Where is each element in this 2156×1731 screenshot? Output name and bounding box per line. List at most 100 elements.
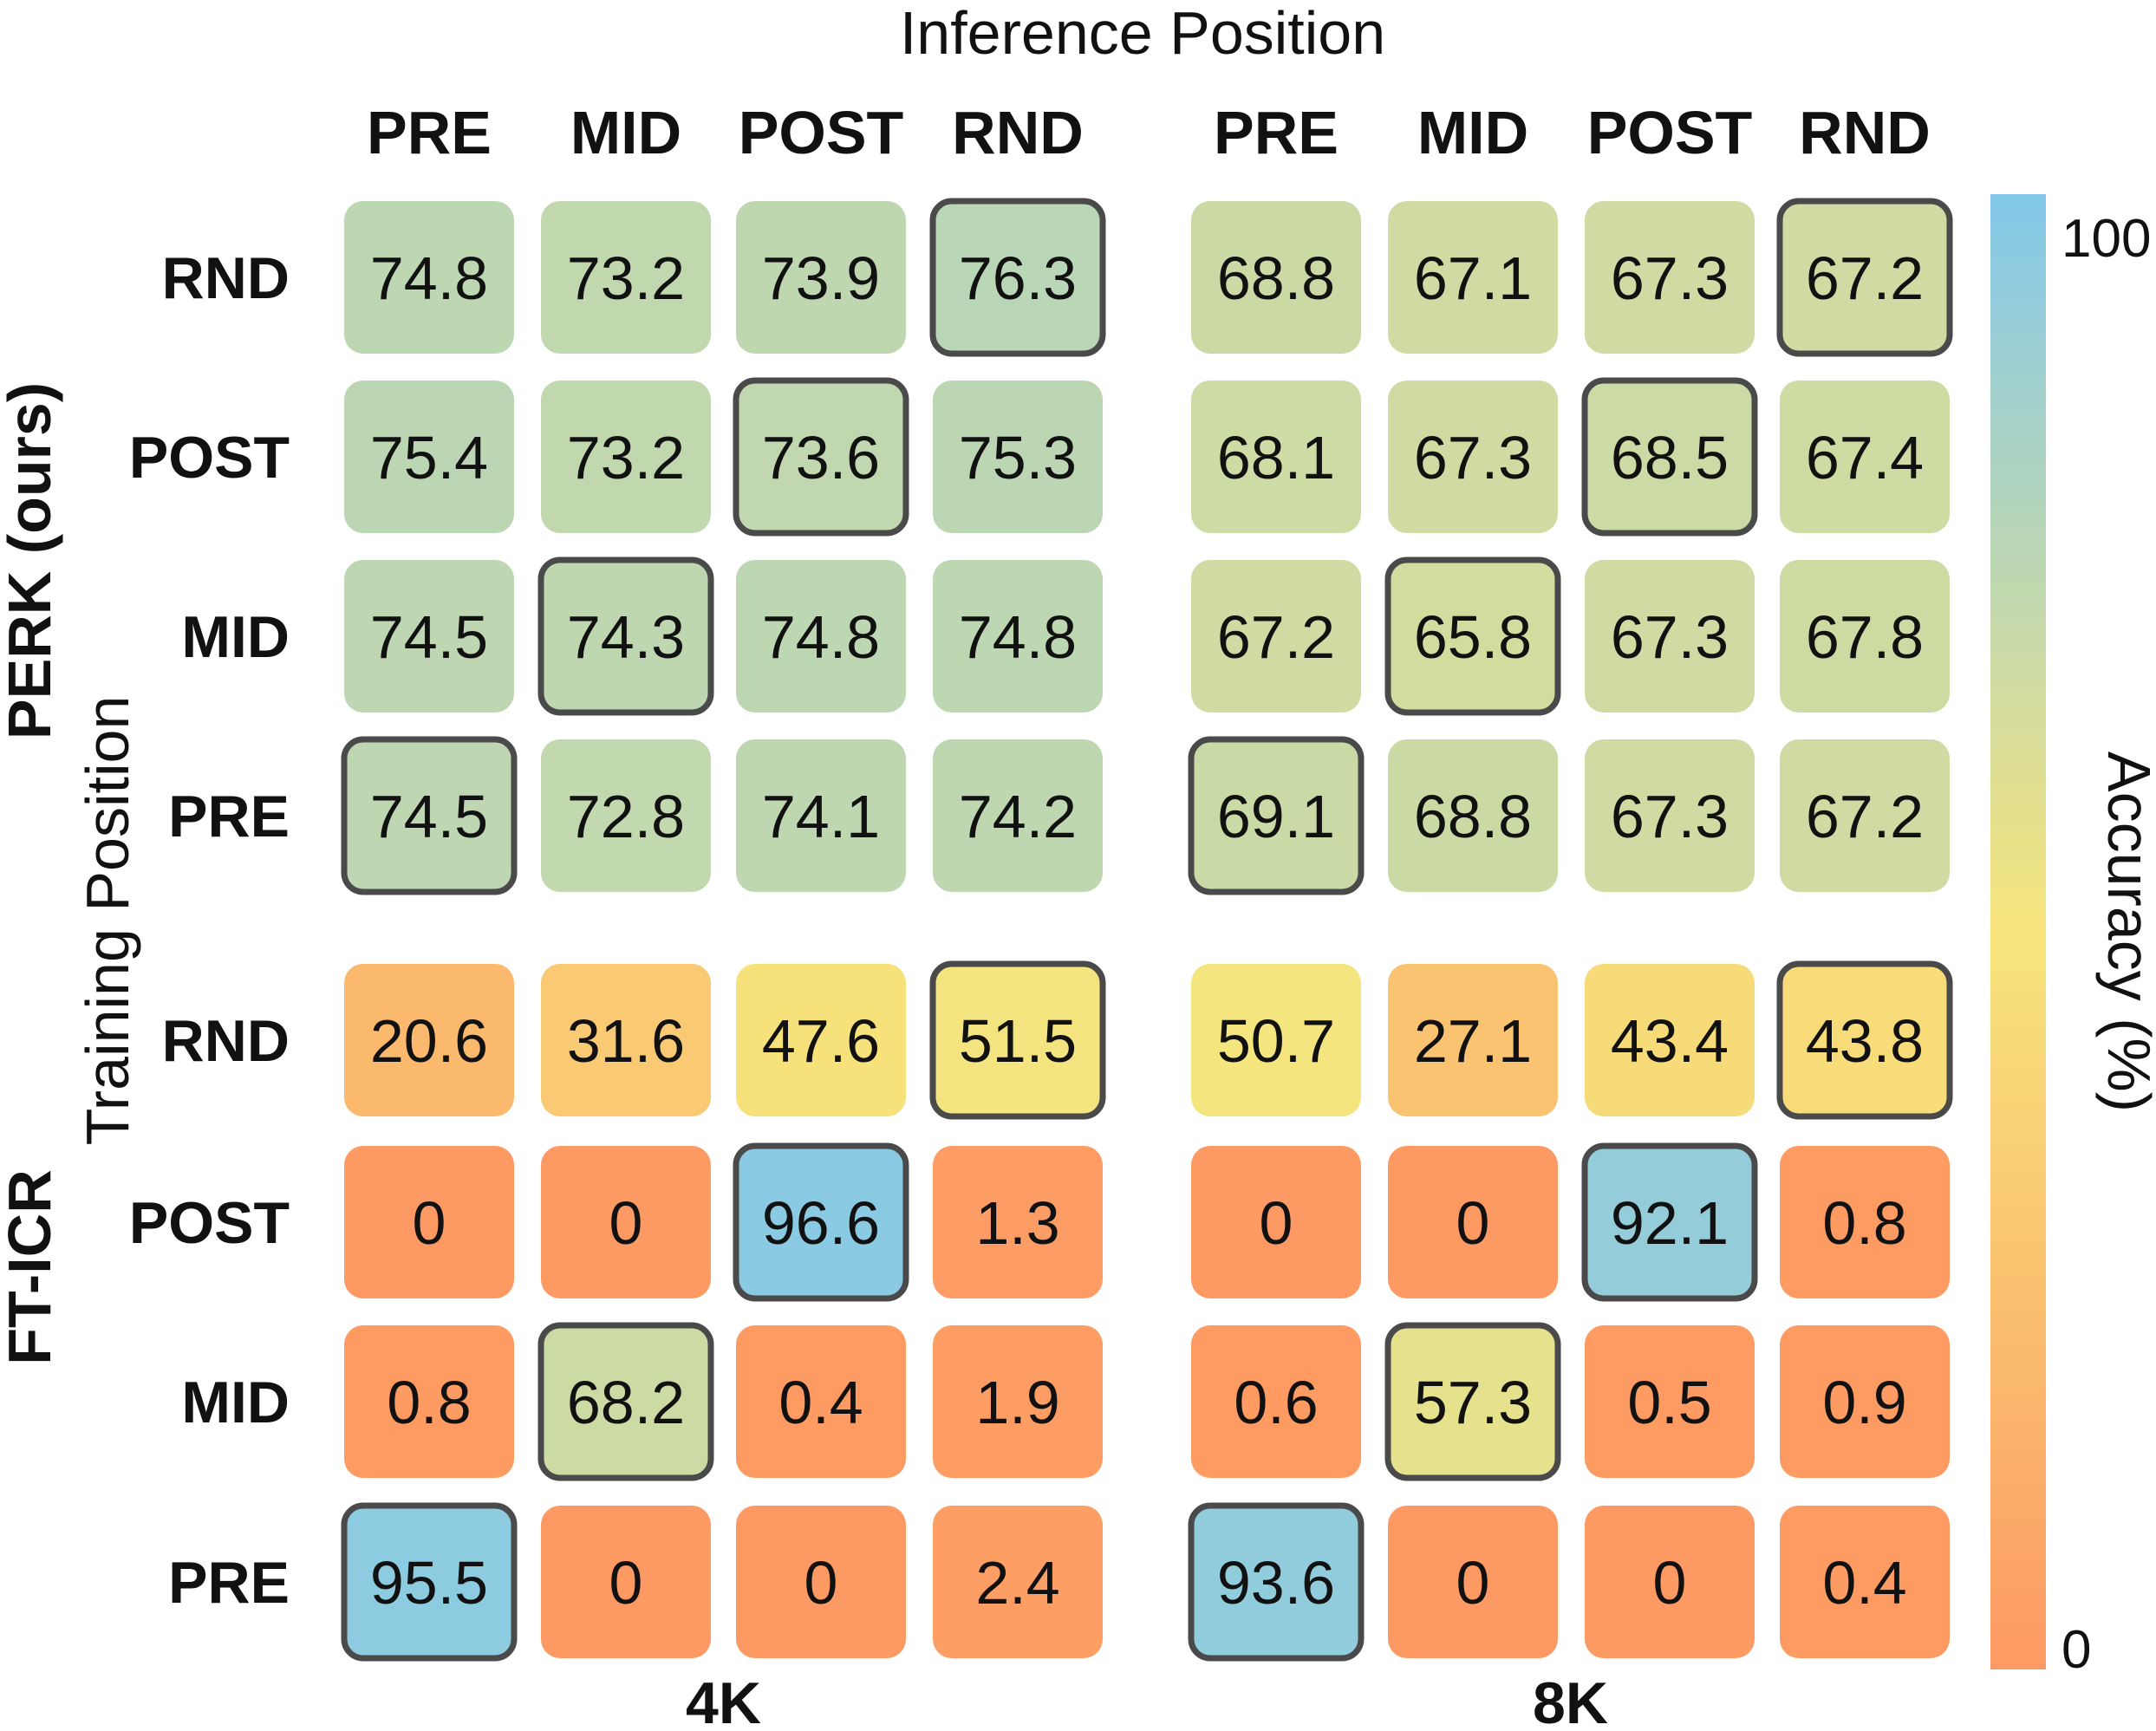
heatmap-cell-perk-ours-pre-4k-rnd — [933, 739, 1103, 892]
heatmap-cell-ft-icr-pre-8k-rnd — [1780, 1506, 1950, 1658]
column-header-4k-pre: PRE — [367, 99, 492, 166]
heatmap-cell-perk-ours-mid-4k-mid — [537, 556, 714, 716]
cell-value-label: 75.3 — [959, 424, 1077, 491]
cell-value-label: 0.5 — [1627, 1369, 1711, 1436]
heatmap-cell-ft-icr-rnd-4k-mid — [541, 964, 711, 1116]
row-label-ft-icr-pre: PRE — [168, 1550, 290, 1616]
cell-value-label: 0 — [413, 1189, 446, 1257]
cell-value-label: 20.6 — [370, 1007, 488, 1075]
heatmap-cell-perk-ours-post-4k-post — [733, 377, 909, 537]
heatmap-cell-perk-ours-mid-8k-rnd — [1780, 560, 1950, 713]
cell-value-label: 67.4 — [1806, 424, 1924, 491]
heatmap-cell-ft-icr-rnd-8k-rnd — [1776, 960, 1953, 1120]
heatmap-cell-perk-ours-pre-8k-pre — [1188, 736, 1365, 895]
cell-value-label: 92.1 — [1611, 1189, 1729, 1257]
heatmap-cell-perk-ours-mid-4k-rnd — [933, 560, 1103, 713]
cell-value-label: 68.2 — [567, 1369, 685, 1436]
heatmap-cell-ft-icr-mid-4k-pre — [344, 1325, 514, 1478]
row-label-perk-ours-pre: PRE — [168, 784, 290, 849]
cell-value-label: 67.2 — [1806, 244, 1924, 312]
cell-value-label: 31.6 — [567, 1007, 685, 1075]
cell-value-label: 93.6 — [1217, 1549, 1335, 1617]
cell-value-label: 74.8 — [959, 603, 1077, 671]
cell-value-label: 2.4 — [975, 1549, 1059, 1617]
heatmap-cell-ft-icr-pre-4k-post — [736, 1506, 906, 1658]
heatmap-cell-perk-ours-post-8k-pre — [1191, 381, 1361, 533]
heatmap-cell-ft-icr-pre-8k-pre — [1188, 1502, 1365, 1662]
cell-value-label: 0.4 — [778, 1369, 863, 1436]
cell-value-label: 73.2 — [567, 244, 685, 312]
cell-value-label: 68.8 — [1217, 244, 1335, 312]
heatmap-cell-perk-ours-rnd-8k-rnd — [1776, 198, 1953, 357]
heatmap-cell-ft-icr-mid-4k-mid — [537, 1322, 714, 1481]
heatmap-cell-ft-icr-pre-8k-post — [1585, 1506, 1755, 1658]
heatmap-cell-ft-icr-post-4k-pre — [344, 1146, 514, 1298]
cell-value-label: 51.5 — [959, 1007, 1077, 1075]
heatmap-cell-ft-icr-mid-8k-pre — [1191, 1325, 1361, 1478]
cell-value-label: 74.5 — [370, 603, 488, 671]
row-label-perk-ours-rnd: RND — [162, 245, 290, 311]
cell-value-label: 72.8 — [567, 783, 685, 850]
cell-value-label: 67.1 — [1414, 244, 1532, 312]
heatmap-cell-perk-ours-post-8k-mid — [1388, 381, 1558, 533]
cell-value-label: 73.2 — [567, 424, 685, 491]
heatmap-cell-ft-icr-post-8k-mid — [1388, 1146, 1558, 1298]
cell-value-label: 74.3 — [567, 603, 685, 671]
colorbar — [1990, 194, 2046, 1669]
cell-value-label: 0 — [609, 1549, 643, 1617]
row-label-perk-ours-post: POST — [129, 425, 290, 491]
cell-value-label: 0 — [1456, 1549, 1490, 1617]
cell-value-label: 0.9 — [1822, 1369, 1906, 1436]
heatmap-cell-perk-ours-post-4k-mid — [541, 381, 711, 533]
cell-value-label: 1.9 — [975, 1369, 1059, 1436]
column-header-8k-rnd: RND — [1799, 99, 1931, 166]
cell-value-label: 67.2 — [1806, 783, 1924, 850]
heatmap-cell-ft-icr-pre-4k-rnd — [933, 1506, 1103, 1658]
cell-value-label: 68.5 — [1611, 424, 1729, 491]
cell-value-label: 0.8 — [1822, 1189, 1906, 1257]
cell-value-label: 0 — [804, 1549, 838, 1617]
y-axis-label: Training Position — [74, 696, 141, 1146]
heatmap-cell-ft-icr-mid-8k-rnd — [1780, 1325, 1950, 1478]
cell-value-label: 67.3 — [1611, 603, 1729, 671]
heatmap-cell-perk-ours-rnd-8k-mid — [1388, 201, 1558, 354]
heatmap-cell-ft-icr-pre-8k-mid — [1388, 1506, 1558, 1658]
row-labels: RND POST MID PRE RND POST MID PRE — [129, 245, 290, 1616]
cell-value-label: 43.8 — [1806, 1007, 1924, 1075]
cell-value-label: 68.1 — [1217, 424, 1335, 491]
cell-value-label: 74.8 — [762, 603, 880, 671]
column-header-8k-pre: PRE — [1214, 99, 1339, 166]
column-header-8k-post: POST — [1587, 99, 1753, 166]
colorbar-tick-min: 0 — [2062, 1620, 2091, 1680]
cell-value-label: 0 — [1260, 1189, 1293, 1257]
cell-value-label: 0.4 — [1822, 1549, 1906, 1617]
cell-value-label: 67.2 — [1217, 603, 1335, 671]
cell-value-label: 69.1 — [1217, 783, 1335, 850]
column-header-4k-post: POST — [739, 99, 904, 166]
heatmap-cells: 74.8 73.2 73.9 76.3 68.8 67.1 67.3 67.2 75.4 73.2… — [341, 198, 1953, 1662]
cell-value-label: 74.1 — [762, 783, 880, 850]
heatmap-cell-perk-ours-rnd-4k-mid — [541, 201, 711, 354]
colorbar-tick-max: 100 — [2062, 209, 2151, 269]
heatmap-cell-ft-icr-rnd-8k-mid — [1388, 964, 1558, 1116]
heatmap-cell-perk-ours-post-4k-rnd — [933, 381, 1103, 533]
column-header-4k-rnd: RND — [952, 99, 1084, 166]
heatmap-cell-ft-icr-rnd-4k-post — [736, 964, 906, 1116]
heatmap-cell-perk-ours-pre-8k-mid — [1388, 739, 1558, 892]
heatmap-cell-ft-icr-rnd-4k-pre — [344, 964, 514, 1116]
cell-value-label: 50.7 — [1217, 1007, 1335, 1075]
chart-title: Inference Position — [900, 0, 1385, 67]
cell-value-label: 43.4 — [1611, 1007, 1729, 1075]
heatmap-cell-perk-ours-mid-4k-post — [736, 560, 906, 713]
heatmap-cell-ft-icr-pre-4k-mid — [541, 1506, 711, 1658]
cell-value-label: 1.3 — [975, 1189, 1059, 1257]
cell-value-label: 74.2 — [959, 783, 1077, 850]
heatmap-cell-ft-icr-mid-4k-post — [736, 1325, 906, 1478]
context-labels: 4K 8K — [686, 1670, 1608, 1731]
heatmap-cell-ft-icr-mid-8k-mid — [1384, 1322, 1561, 1481]
heatmap-cell-perk-ours-rnd-8k-pre — [1191, 201, 1361, 354]
group-label-ft-icr: FT-ICR — [0, 1169, 63, 1365]
cell-value-label: 67.8 — [1806, 603, 1924, 671]
heatmap-cell-ft-icr-rnd-4k-rnd — [929, 960, 1106, 1120]
cell-value-label: 0 — [1653, 1549, 1687, 1617]
